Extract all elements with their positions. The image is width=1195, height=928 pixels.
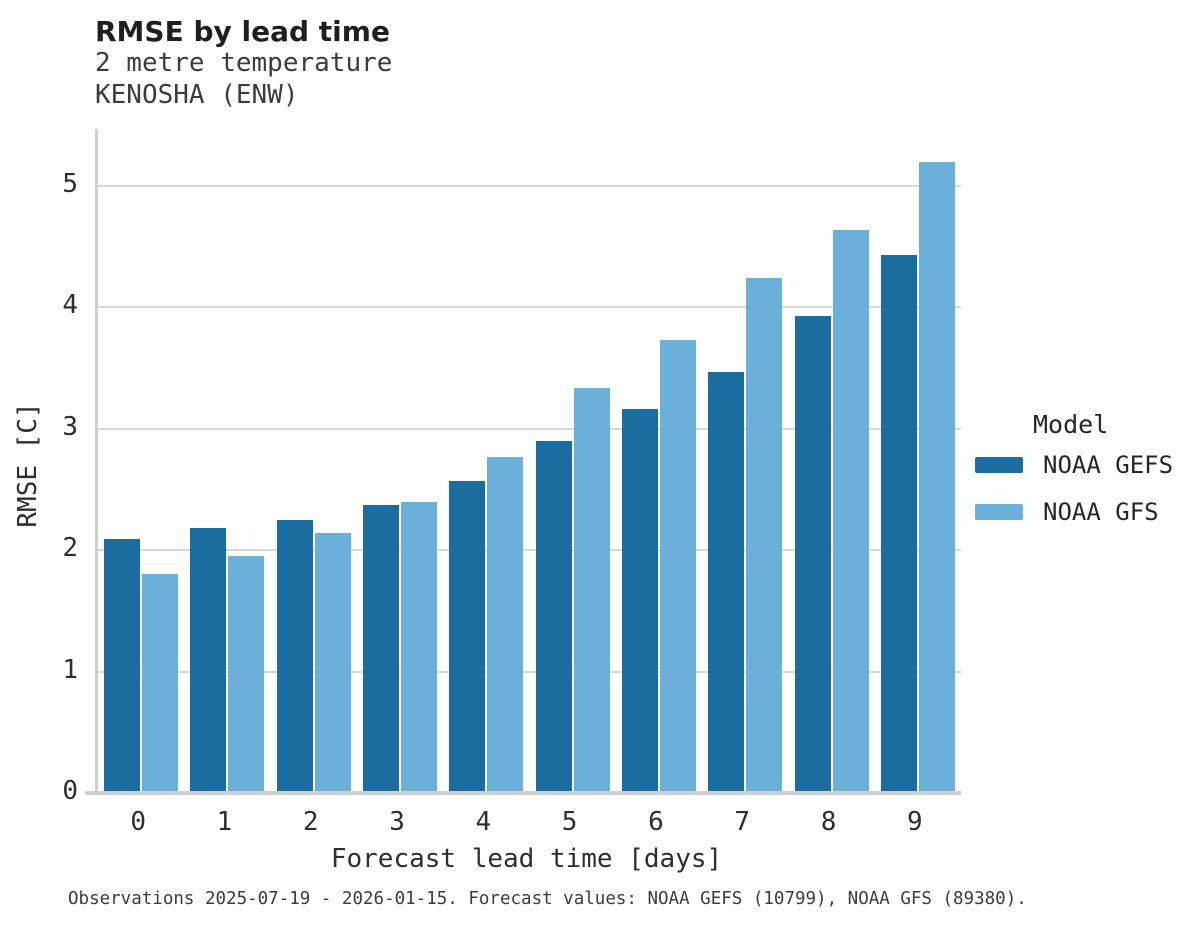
chart-header: RMSE by lead time 2 metre temperature KE…	[95, 15, 393, 112]
bar-noaa-gfs-day-4	[487, 457, 524, 793]
x-axis-tick-labels: 0 1 2 3 4 5 6 7 8 9	[95, 807, 958, 837]
bar-noaa-gfs-day-9	[918, 162, 955, 793]
x-tick-label-0: 0	[130, 807, 146, 837]
bar-group-1	[184, 129, 270, 793]
gridline-y-2	[98, 549, 961, 552]
bar-noaa-gfs-day-7	[746, 278, 783, 793]
bar-group-5	[529, 129, 615, 793]
legend-swatch	[975, 504, 1023, 520]
bar-noaa-gfs-day-8	[832, 230, 869, 793]
legend-entry-noaa-gefs: NOAA GEFS	[975, 451, 1173, 479]
legend-label: NOAA GEFS	[1043, 451, 1174, 479]
legend-entries: NOAA GEFS NOAA GFS	[975, 451, 1173, 526]
bar-noaa-gfs-day-0	[142, 574, 179, 793]
bar-group-4	[443, 129, 529, 793]
legend-swatch	[975, 457, 1023, 473]
y-axis-title: RMSE [C]	[13, 402, 43, 528]
x-tick-label-4: 4	[475, 807, 492, 837]
x-axis-title: Forecast lead time [days]	[330, 844, 723, 874]
gridline-y-1	[98, 670, 961, 673]
bar-group-3	[357, 129, 443, 793]
x-tick-label-5: 5	[561, 807, 578, 837]
bar-noaa-gfs-day-6	[659, 340, 696, 793]
legend-title: Model	[1033, 410, 1109, 439]
y-axis-tick-labels: 0 1 2 3 4 5	[18, 0, 78, 928]
chart-subtitle-variable: 2 metre temperature	[95, 48, 393, 79]
bar-groups	[98, 129, 961, 793]
chart-subtitle-station: KENOSHA (ENW)	[95, 79, 299, 110]
bar-noaa-gefs-day-6	[621, 409, 658, 793]
x-tick-label-8: 8	[820, 807, 837, 837]
y-tick-label-1: 1	[62, 654, 78, 685]
y-tick-label-5: 5	[62, 169, 78, 200]
bar-noaa-gefs-day-0	[104, 539, 141, 793]
x-tick-label-6: 6	[648, 807, 664, 837]
bar-noaa-gfs-day-2	[314, 533, 351, 793]
x-tick-label-3: 3	[389, 807, 405, 837]
gridline-y-4	[98, 306, 961, 309]
x-tick-label-2: 2	[302, 807, 319, 837]
bar-group-2	[271, 129, 357, 793]
gridline-y-5	[98, 185, 961, 188]
x-axis-baseline	[85, 791, 961, 795]
y-tick-label-4: 4	[62, 290, 78, 321]
x-tick-label-9: 9	[906, 807, 923, 837]
bar-group-9	[875, 129, 961, 793]
bar-noaa-gefs-day-4	[449, 481, 486, 793]
legend: Model NOAA GEFS NOAA GFS	[975, 410, 1173, 545]
bar-chart-plot-area	[85, 129, 961, 795]
bar-noaa-gefs-day-1	[190, 528, 227, 793]
x-tick-label-7: 7	[734, 807, 751, 837]
x-tick-label-1: 1	[216, 807, 233, 837]
y-tick-label-3: 3	[62, 411, 78, 442]
gridline-y-3	[98, 427, 961, 430]
bar-group-0	[98, 129, 184, 793]
bar-noaa-gefs-day-7	[708, 372, 745, 793]
bar-noaa-gefs-day-9	[880, 255, 917, 793]
bar-group-8	[788, 129, 874, 793]
y-tick-label-0: 0	[62, 776, 78, 806]
bar-group-6	[616, 129, 702, 793]
bar-noaa-gefs-day-5	[535, 441, 572, 793]
legend-entry-noaa-gfs: NOAA GFS	[975, 498, 1173, 526]
chart-title: RMSE by lead time	[95, 15, 390, 48]
bar-noaa-gfs-day-3	[401, 502, 438, 793]
y-tick-label-2: 2	[62, 533, 78, 564]
bar-noaa-gefs-day-8	[794, 316, 831, 793]
legend-label: NOAA GFS	[1043, 498, 1159, 526]
bar-group-7	[702, 129, 788, 793]
bar-noaa-gefs-day-3	[363, 505, 400, 793]
bar-noaa-gfs-day-1	[228, 556, 265, 793]
bar-noaa-gfs-day-5	[573, 388, 610, 793]
bar-noaa-gefs-day-2	[276, 520, 313, 793]
footer-caption: Observations 2025-07-19 - 2026-01-15. Fo…	[68, 889, 1027, 909]
